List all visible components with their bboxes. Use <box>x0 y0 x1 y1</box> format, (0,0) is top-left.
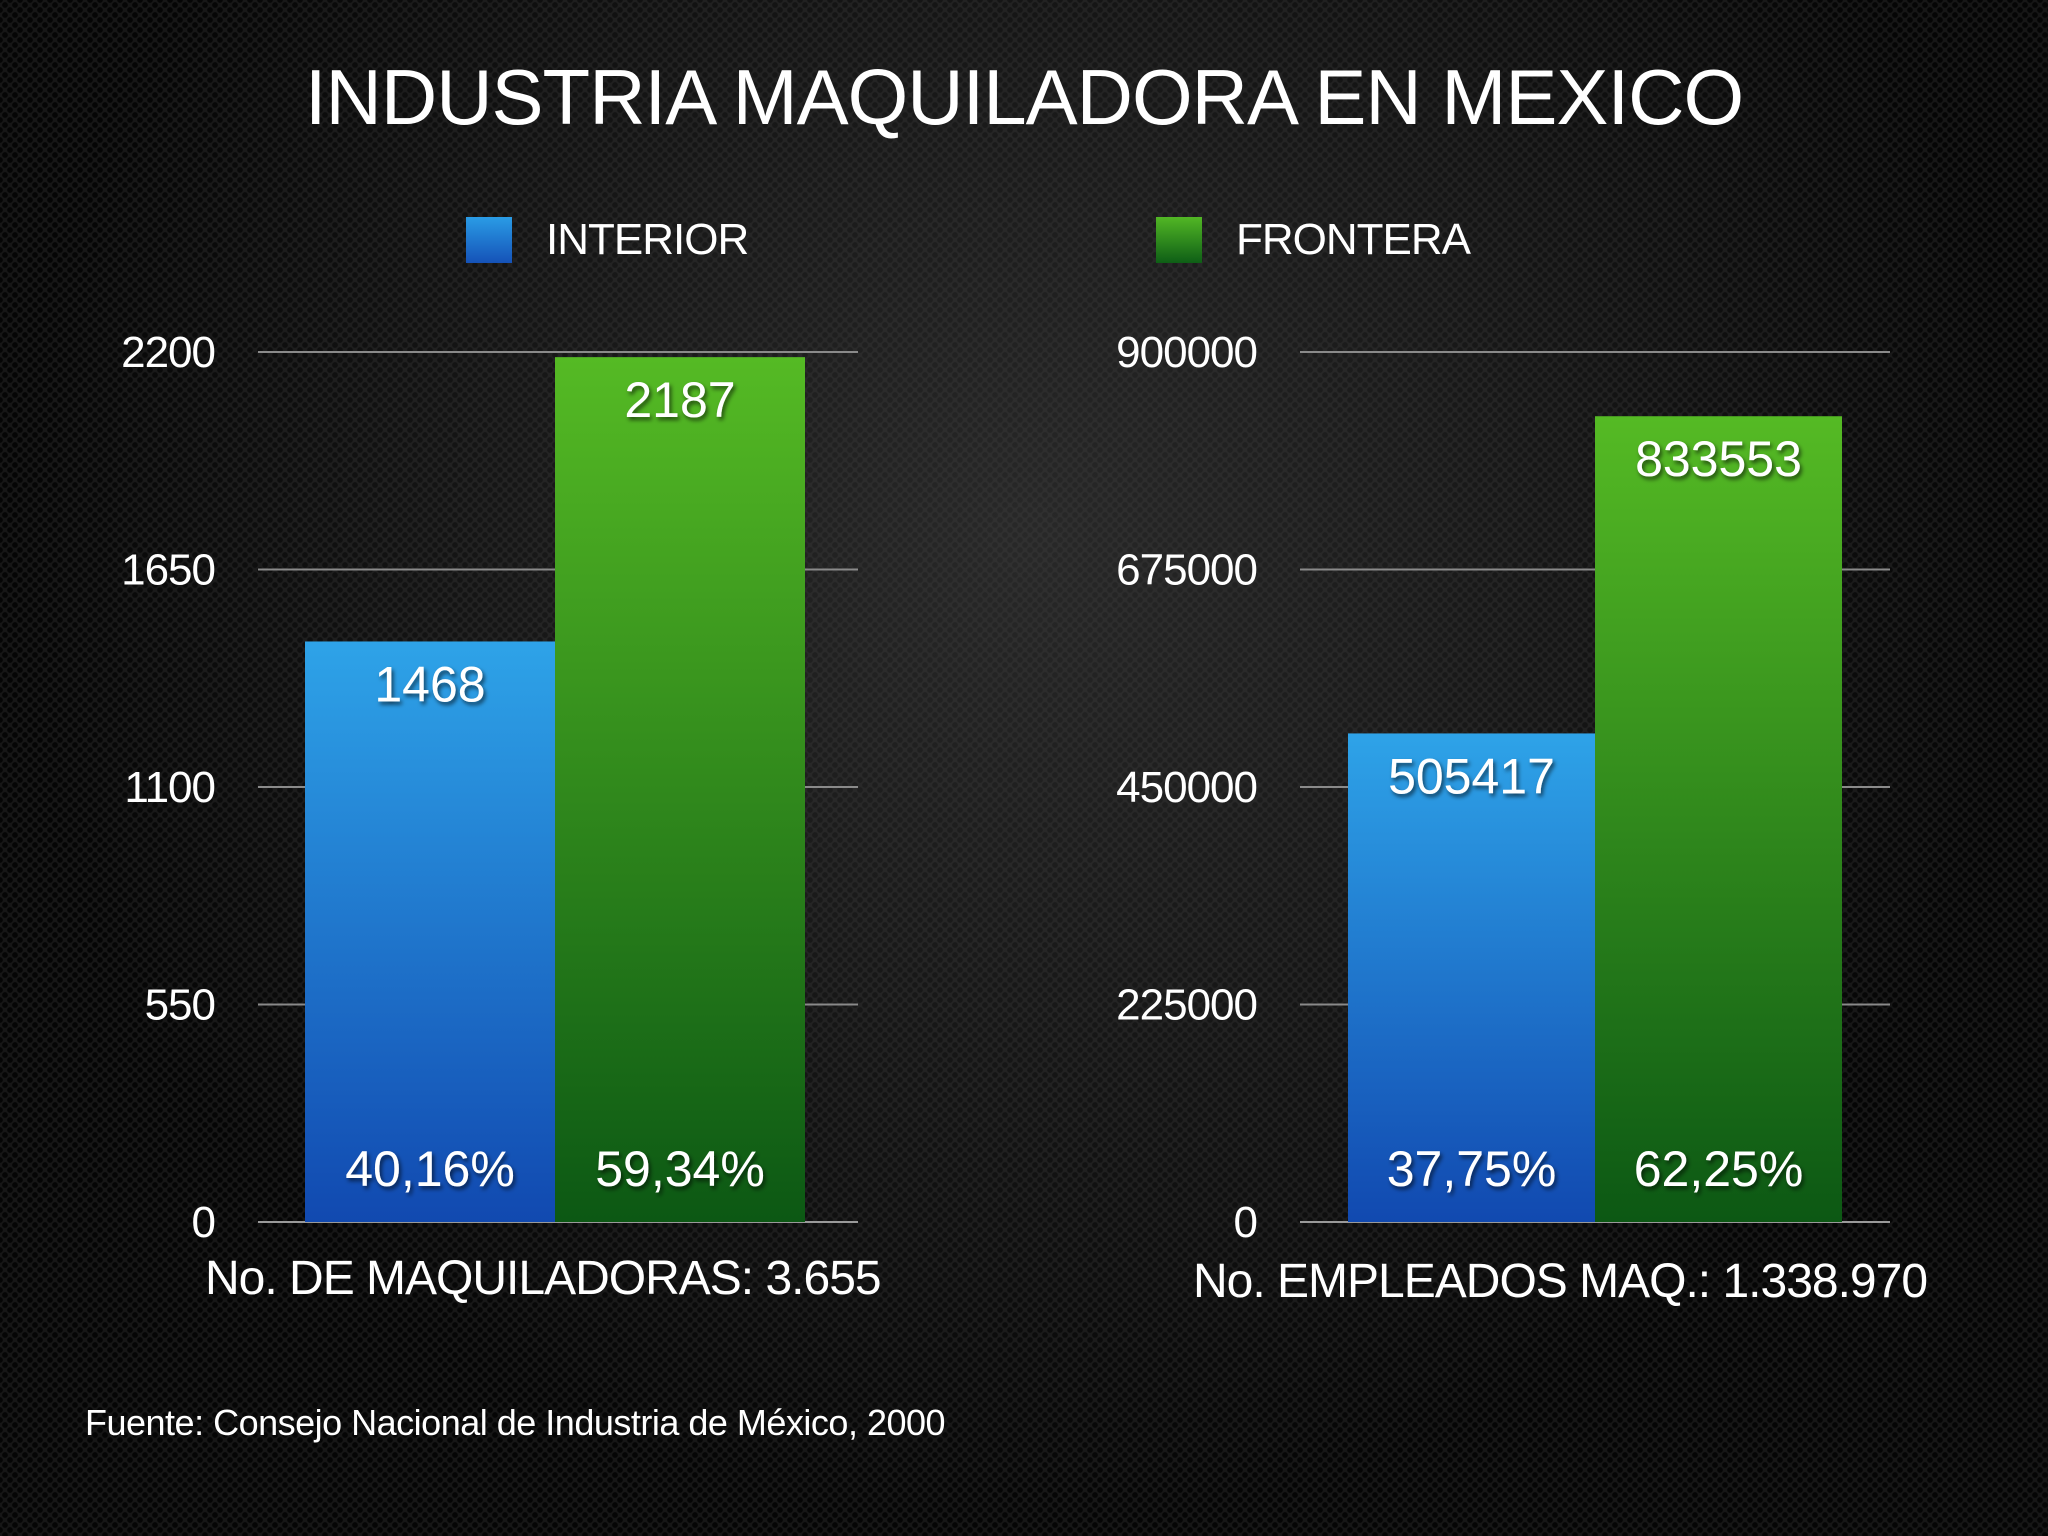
ytick-label-maquiladoras-4: 2200 <box>121 328 215 377</box>
value-label-empleados-frontera: 833553 <box>1635 431 1802 487</box>
value-label-maquiladoras-interior: 1468 <box>374 656 485 712</box>
bar-maquiladoras-interior <box>305 641 555 1222</box>
legend-item-interior: INTERIOR <box>466 215 749 265</box>
chart-maquiladoras: 0 550 1100 1650 2200 1468 40,16% 2187 59,34% <box>121 328 858 1247</box>
percent-label-empleados-frontera: 62,25% <box>1634 1141 1804 1197</box>
ytick-label-maquiladoras-2: 1100 <box>124 763 215 812</box>
chart-maquiladoras-xlabel: No. DE MAQUILADORAS: 3.655 <box>205 1252 882 1305</box>
ytick-label-empleados-0: 0 <box>1234 1198 1257 1247</box>
chart-empleados-xlabel: No. EMPLEADOS MAQ.: 1.338.970 <box>1193 1255 1928 1308</box>
bar-empleados-frontera <box>1595 416 1842 1223</box>
legend-label-frontera: FRONTERA <box>1236 215 1471 264</box>
chart-empleados: 0 225000 450000 675000 900000 505417 37,75% 833… <box>1116 328 1890 1247</box>
ytick-label-empleados-3: 675000 <box>1116 546 1257 595</box>
bar-maquiladoras-frontera <box>555 357 805 1223</box>
source-note: Fuente: Consejo Nacional de Industria de… <box>85 1402 946 1443</box>
ytick-label-maquiladoras-3: 1650 <box>121 546 215 595</box>
percent-label-empleados-interior: 37,75% <box>1387 1141 1557 1197</box>
legend-swatch-interior <box>466 217 512 263</box>
value-label-maquiladoras-frontera: 2187 <box>624 372 735 428</box>
ytick-label-maquiladoras-1: 550 <box>145 981 215 1030</box>
ytick-label-empleados-1: 225000 <box>1116 981 1257 1030</box>
slide-title: INDUSTRIA MAQUILADORA EN MEXICO <box>304 53 1744 141</box>
ytick-label-empleados-4: 900000 <box>1116 328 1257 377</box>
bar-empleados-interior <box>1348 733 1595 1222</box>
percent-label-maquiladoras-interior: 40,16% <box>345 1141 515 1197</box>
value-label-empleados-interior: 505417 <box>1388 748 1555 804</box>
ytick-label-empleados-2: 450000 <box>1116 763 1257 812</box>
legend-swatch-frontera <box>1156 217 1202 263</box>
legend-item-frontera: FRONTERA <box>1156 215 1471 265</box>
percent-label-maquiladoras-frontera: 59,34% <box>595 1141 765 1197</box>
legend-label-interior: INTERIOR <box>546 215 749 264</box>
ytick-label-maquiladoras-0: 0 <box>192 1198 215 1247</box>
